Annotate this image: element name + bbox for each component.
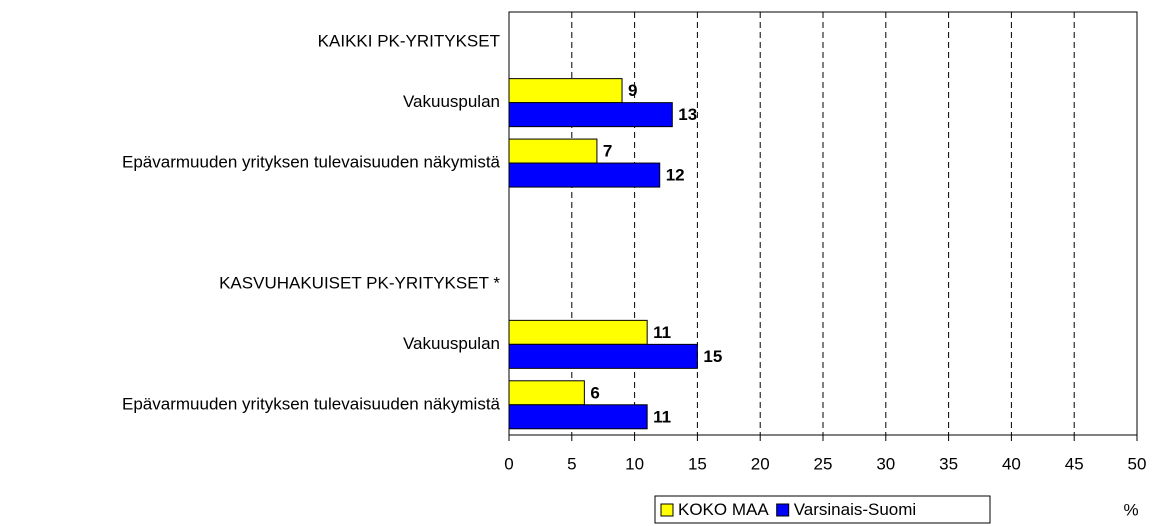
data-label: 15	[703, 347, 722, 366]
y-tick-label: Epävarmuuden yrityksen tulevaisuuden näk…	[122, 153, 501, 172]
bar	[508, 343, 698, 369]
plot-frame	[508, 11, 1138, 436]
bar	[508, 319, 648, 345]
x-tick-label: 10	[625, 454, 644, 473]
y-tick-label: Vakuuspulan	[403, 334, 500, 353]
data-label: 11	[653, 407, 671, 426]
x-tick-label: 5	[567, 454, 576, 473]
x-tick-label: 0	[504, 454, 513, 473]
x-tick-label: 45	[1065, 454, 1084, 473]
bar	[508, 138, 598, 164]
x-tick-label: 25	[814, 454, 833, 473]
legend-swatch	[776, 503, 790, 517]
legend-swatch	[660, 503, 674, 517]
y-tick-label: Vakuuspulan	[403, 92, 500, 111]
bar	[508, 78, 623, 104]
legend-box	[654, 495, 991, 524]
bar	[508, 162, 661, 188]
x-tick-label: 15	[688, 454, 707, 473]
data-label: 13	[678, 105, 697, 124]
y-tick-label: Epävarmuuden yrityksen tulevaisuuden näk…	[122, 394, 501, 413]
x-tick-label: 50	[1128, 454, 1147, 473]
data-label: 11	[653, 323, 671, 342]
x-tick-label: 30	[876, 454, 895, 473]
x-axis-label: %	[1123, 500, 1138, 519]
x-tick-label: 20	[751, 454, 770, 473]
data-label: 9	[628, 81, 637, 100]
data-label: 7	[603, 142, 612, 161]
legend-label: KOKO MAA	[678, 500, 769, 519]
bar	[508, 102, 673, 128]
bar	[508, 380, 585, 406]
x-tick-label: 35	[939, 454, 958, 473]
y-tick-label: KAIKKI PK-YRITYKSET	[318, 32, 500, 51]
legend-label: Varsinais-Suomi	[794, 500, 917, 519]
y-tick-label: KASVUHAKUISET PK-YRITYKSET *	[219, 273, 500, 292]
x-tick-label: 40	[1002, 454, 1021, 473]
data-label: 6	[590, 383, 599, 402]
data-label: 12	[666, 166, 685, 185]
bar	[508, 404, 648, 430]
